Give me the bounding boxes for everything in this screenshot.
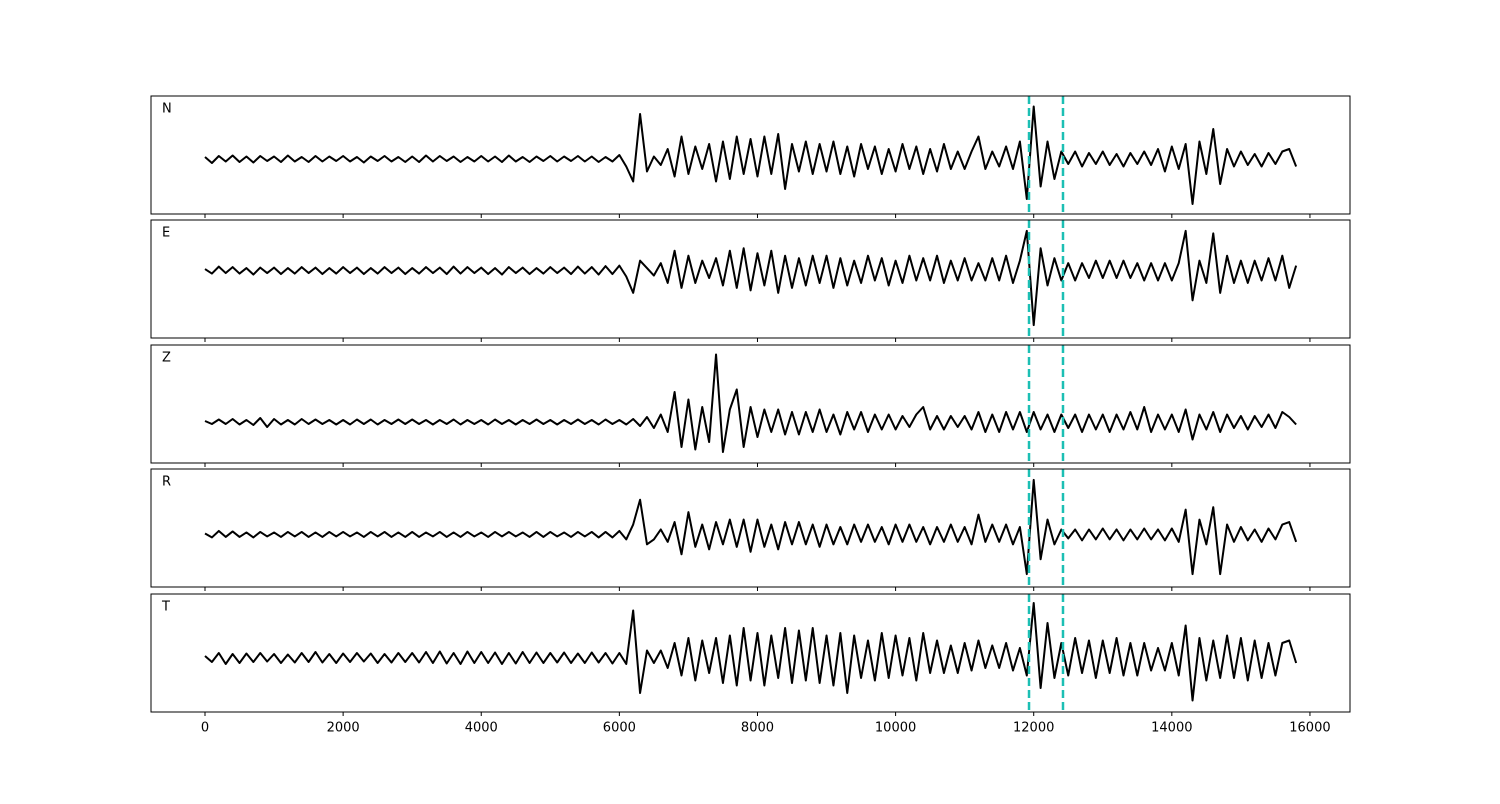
trace [204, 478, 1298, 576]
x-tick-label: 0 [201, 721, 209, 736]
panel-frame [150, 468, 1351, 588]
panel-frame [150, 344, 1351, 464]
panel-label: R [162, 475, 171, 490]
x-tick-label: 12000 [1013, 721, 1054, 736]
trace [204, 602, 1298, 702]
trace [204, 105, 1298, 205]
trace [204, 353, 1297, 453]
trace [204, 229, 1298, 327]
x-tick-label: 14000 [1151, 721, 1192, 736]
x-tick-label: 10000 [875, 721, 916, 736]
panel-label: E [162, 226, 170, 241]
panel-label: Z [162, 351, 171, 366]
x-tick-label: 4000 [465, 721, 498, 736]
panel-label: N [162, 102, 172, 117]
panel-label: T [161, 600, 170, 615]
x-tick-label: 16000 [1289, 721, 1330, 736]
x-tick-label: 2000 [327, 721, 360, 736]
x-tick-label: 8000 [741, 721, 774, 736]
x-tick-label: 6000 [603, 721, 636, 736]
panel-frame [150, 219, 1351, 339]
panel-frame [150, 95, 1351, 215]
panel-frame [150, 593, 1351, 713]
